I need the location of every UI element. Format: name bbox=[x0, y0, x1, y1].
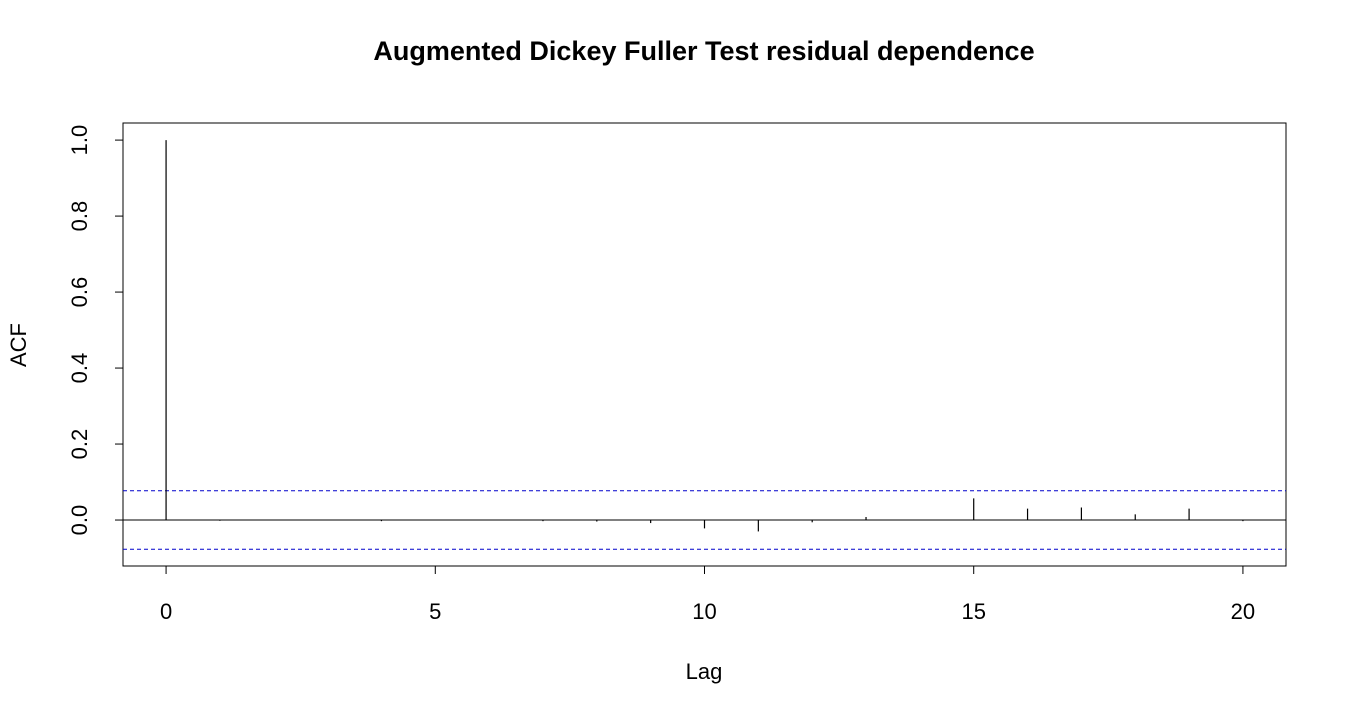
y-tick-label: 0.0 bbox=[67, 505, 92, 536]
y-tick-label: 1.0 bbox=[67, 125, 92, 156]
y-tick-label: 0.8 bbox=[67, 201, 92, 232]
x-axis-label: Lag bbox=[686, 659, 723, 684]
x-tick-label: 0 bbox=[160, 599, 172, 624]
y-tick-label: 0.6 bbox=[67, 277, 92, 308]
chart-title: Augmented Dickey Fuller Test residual de… bbox=[373, 36, 1034, 66]
y-axis-label: ACF bbox=[6, 323, 31, 367]
y-tick-label: 0.2 bbox=[67, 429, 92, 460]
y-tick-label: 0.4 bbox=[67, 353, 92, 384]
x-tick-label: 5 bbox=[429, 599, 441, 624]
x-tick-label: 20 bbox=[1231, 599, 1255, 624]
x-tick-label: 15 bbox=[961, 599, 985, 624]
x-tick-label: 10 bbox=[692, 599, 716, 624]
